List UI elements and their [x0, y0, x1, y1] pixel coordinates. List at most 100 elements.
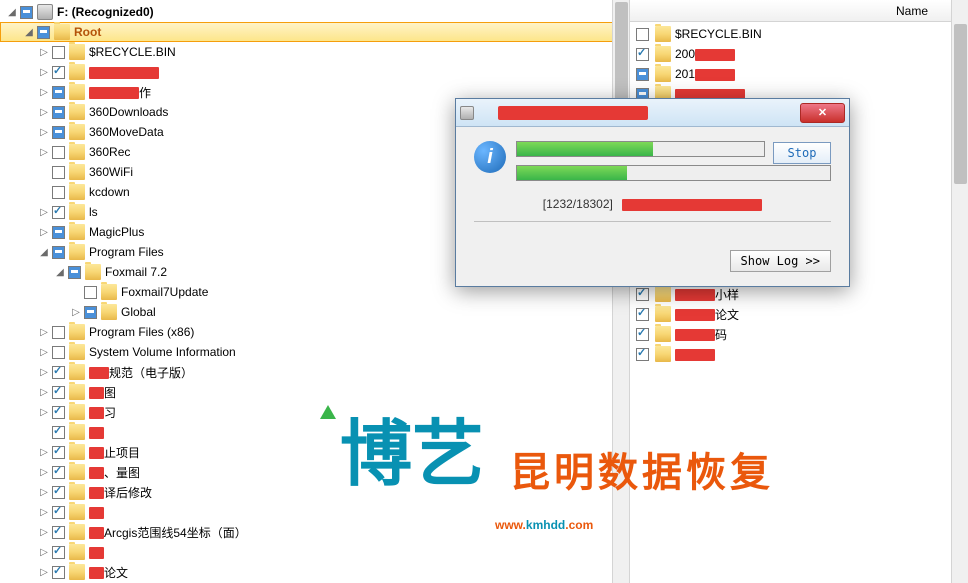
checkbox[interactable] [52, 526, 65, 539]
stop-button[interactable]: Stop [773, 142, 831, 164]
checkbox[interactable] [84, 306, 97, 319]
expander-icon[interactable]: ▷ [36, 227, 52, 238]
expander-icon[interactable]: ▷ [36, 367, 52, 378]
checkbox[interactable] [636, 328, 649, 341]
checkbox[interactable] [68, 266, 81, 279]
checkbox[interactable] [52, 386, 65, 399]
expander-icon[interactable]: ▷ [36, 147, 52, 158]
checkbox[interactable] [52, 506, 65, 519]
tree-row[interactable]: ▷论文 [0, 562, 629, 582]
checkbox[interactable] [636, 48, 649, 61]
checkbox[interactable] [52, 186, 65, 199]
checkbox[interactable] [20, 6, 33, 19]
checkbox[interactable] [636, 68, 649, 81]
tree-row[interactable]: ▷ 止项目 [0, 442, 629, 462]
tree-drive-row[interactable]: ◢ F: (Recognized0) [0, 2, 629, 22]
checkbox[interactable] [52, 366, 65, 379]
tree-row[interactable]: ▷System Volume Information [0, 342, 629, 362]
checkbox[interactable] [52, 66, 65, 79]
checkbox[interactable] [52, 466, 65, 479]
tree-item-label: 作 [89, 84, 151, 101]
checkbox[interactable] [52, 326, 65, 339]
checkbox[interactable] [52, 566, 65, 579]
tree-row[interactable]: ▷、量图 [0, 462, 629, 482]
tree-row[interactable]: ▷Program Files (x86) [0, 322, 629, 342]
expander-icon[interactable]: ▷ [36, 107, 52, 118]
tree-row[interactable]: ▷$RECYCLE.BIN [0, 42, 629, 62]
checkbox[interactable] [636, 348, 649, 361]
expander-icon[interactable]: ▷ [36, 387, 52, 398]
tree-row[interactable]: ▷ [0, 542, 629, 562]
list-item[interactable]: 201 [630, 64, 968, 84]
close-button[interactable]: ✕ [800, 103, 845, 123]
list-item[interactable]: 200 [630, 44, 968, 64]
tree-item-label: 止项目 [89, 444, 140, 461]
tree-row[interactable]: ▷译后修改 [0, 482, 629, 502]
expander-icon[interactable]: ▷ [36, 547, 52, 558]
expander-icon[interactable]: ▷ [68, 307, 84, 318]
expander-icon[interactable]: ▷ [36, 327, 52, 338]
scrollbar-vertical[interactable] [612, 0, 629, 583]
checkbox[interactable] [52, 46, 65, 59]
scrollbar-vertical[interactable] [951, 0, 968, 583]
tree-row[interactable]: ▷习 [0, 402, 629, 422]
checkbox[interactable] [636, 308, 649, 321]
checkbox[interactable] [52, 106, 65, 119]
checkbox[interactable] [52, 126, 65, 139]
show-log-button[interactable]: Show Log >> [730, 250, 831, 272]
right-header[interactable]: Name [630, 0, 968, 22]
expander-icon[interactable]: ▷ [36, 347, 52, 358]
tree-row[interactable]: ▷Global [0, 302, 629, 322]
expander-icon[interactable]: ◢ [4, 7, 20, 18]
expander-icon[interactable]: ▷ [36, 527, 52, 538]
checkbox[interactable] [37, 26, 50, 39]
expander-icon[interactable]: ▷ [36, 487, 52, 498]
expander-icon[interactable]: ▷ [36, 447, 52, 458]
checkbox[interactable] [52, 86, 65, 99]
checkbox[interactable] [52, 206, 65, 219]
expander-icon[interactable]: ◢ [36, 247, 52, 258]
checkbox[interactable] [52, 406, 65, 419]
tree-item-label: 360Downloads [89, 105, 168, 119]
expander-icon[interactable]: ▷ [36, 467, 52, 478]
dialog-titlebar[interactable]: ✕ [456, 99, 849, 127]
checkbox[interactable] [52, 226, 65, 239]
tree-row[interactable]: ▷Arcgis范围线54坐标（面） [0, 522, 629, 542]
expander-icon[interactable]: ▷ [36, 507, 52, 518]
checkbox[interactable] [52, 166, 65, 179]
column-header-name[interactable]: Name [896, 4, 928, 18]
tree-root-row[interactable]: ◢ Root [0, 22, 629, 42]
expander-icon[interactable]: ▷ [36, 67, 52, 78]
checkbox[interactable] [84, 286, 97, 299]
checkbox[interactable] [52, 146, 65, 159]
checkbox[interactable] [636, 288, 649, 301]
tree-row[interactable]: ▷ [0, 502, 629, 522]
info-icon: i [474, 141, 506, 173]
checkbox[interactable] [52, 426, 65, 439]
tree-row[interactable]: ▷ [0, 422, 629, 442]
expander-icon[interactable]: ◢ [52, 267, 68, 278]
list-item[interactable]: 码 [630, 324, 968, 344]
checkbox[interactable] [52, 346, 65, 359]
tree-row[interactable]: ▷规范（电子版） [0, 362, 629, 382]
expander-icon[interactable]: ▷ [36, 567, 52, 578]
list-item[interactable] [630, 344, 968, 364]
expander-icon[interactable]: ▷ [36, 407, 52, 418]
expander-icon[interactable]: ◢ [21, 27, 37, 38]
checkbox[interactable] [52, 246, 65, 259]
folder-icon [69, 204, 85, 220]
expander-icon[interactable]: ▷ [36, 87, 52, 98]
list-item[interactable]: 论文 [630, 304, 968, 324]
checkbox[interactable] [52, 486, 65, 499]
tree-row[interactable]: ▷图 [0, 382, 629, 402]
tree-row[interactable]: ▷ [0, 62, 629, 82]
list-item[interactable]: 小样 [630, 284, 968, 304]
checkbox[interactable] [52, 446, 65, 459]
list-item[interactable]: $RECYCLE.BIN [630, 24, 968, 44]
scrollbar-thumb[interactable] [954, 24, 967, 184]
expander-icon[interactable]: ▷ [36, 207, 52, 218]
expander-icon[interactable]: ▷ [36, 127, 52, 138]
expander-icon[interactable]: ▷ [36, 47, 52, 58]
checkbox[interactable] [636, 28, 649, 41]
checkbox[interactable] [52, 546, 65, 559]
